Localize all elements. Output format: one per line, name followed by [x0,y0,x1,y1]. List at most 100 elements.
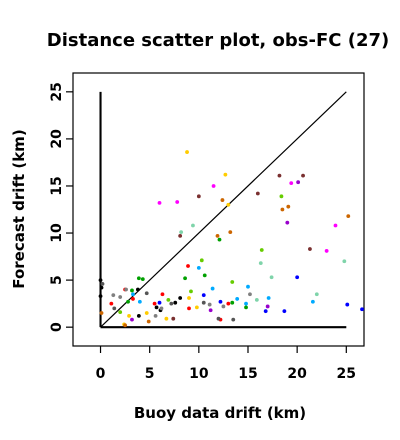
data-point [286,204,291,209]
data-point [146,319,151,324]
data-point [285,220,290,225]
data-point [211,184,216,188]
data-point [135,287,140,292]
data-point [152,301,157,306]
x-tick-label: 5 [145,366,155,382]
data-point [175,200,180,204]
data-point [207,302,212,307]
data-point [228,230,233,234]
data-point [185,150,189,154]
data-point [187,296,191,300]
data-point [178,296,183,300]
data-point [201,300,206,305]
reference-line-identity [100,91,347,328]
data-point [248,292,252,297]
data-point [333,223,338,228]
data-point [130,317,134,322]
data-point [173,300,178,305]
data-point [202,273,207,278]
data-point [169,301,174,306]
chart-title: Distance scatter plot, obs-FC (27) [47,30,389,51]
data-point [223,172,228,177]
data-point [144,291,149,296]
data-point [360,307,364,312]
y-tick-label: 10 [49,223,65,243]
data-point [255,191,260,196]
data-point [131,297,135,301]
data-point [295,275,300,280]
data-point [98,294,103,299]
data-point [179,230,184,234]
data-point [346,214,351,218]
x-tick-label: 15 [238,366,257,382]
data-point [208,308,213,313]
y-tick-label: 20 [49,129,65,149]
y-tick-label: 0 [49,322,65,332]
data-point [210,286,215,291]
data-point [220,198,225,202]
data-point [230,280,235,284]
data-point [258,261,263,266]
data-point [324,249,329,253]
data-point [164,316,169,321]
data-point [109,301,114,306]
data-point [254,297,259,302]
data-point [153,313,158,318]
data-point [226,202,231,207]
data-point [131,292,135,297]
data-point [123,323,128,328]
data-point [296,180,301,185]
data-point [124,287,128,292]
data-point [199,258,204,263]
data-point [112,306,117,311]
data-point [279,194,284,199]
data-point [144,311,149,315]
y-tick-label: 5 [49,275,65,285]
data-point [187,306,191,311]
y-tick-label: 25 [49,82,65,101]
data-point [178,233,183,238]
data-point [301,173,305,178]
data-point [231,317,236,322]
data-point [183,276,187,281]
x-tick-label: 0 [96,366,106,382]
data-point [99,311,104,315]
data-point [218,299,223,304]
data-point [226,301,231,306]
data-point [118,295,123,299]
data-point [310,299,315,304]
data-point [308,247,312,251]
x-tick-label: 25 [337,366,356,382]
data-point [217,237,222,242]
data-point [277,173,282,178]
data-point [136,313,141,318]
data-point [126,299,130,304]
data-point [118,310,123,315]
data-point [196,194,201,199]
data-point [215,233,220,238]
data-point [111,293,116,298]
data-point [157,300,162,305]
data-point [201,293,206,298]
data-point [196,265,201,270]
data-point [345,302,350,307]
data-point [246,284,250,289]
data-point [194,305,199,310]
data-point [127,313,131,318]
data-point [166,297,171,302]
x-axis-label: Buoy data drift (km) [134,404,306,422]
data-point [160,292,165,297]
data-point [191,223,195,228]
y-tick-label: 15 [49,176,65,195]
data-point [130,288,134,293]
plot-layer: 0 5 10 15 20 25 0 5 10 15 20 25 [49,72,365,382]
data-point [136,276,141,281]
x-tick-label: 20 [287,366,307,382]
data-point [280,207,285,212]
data-point [98,278,103,283]
data-point [244,305,248,310]
x-tick-label: 10 [189,366,209,382]
data-point [266,296,271,300]
